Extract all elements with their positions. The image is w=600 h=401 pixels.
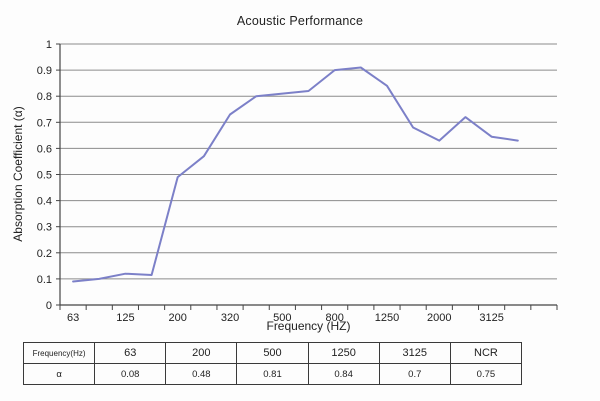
y-tick-label: 0.8 xyxy=(37,91,52,103)
y-tick-label: 0.7 xyxy=(37,117,52,129)
table-header-cell-63: 63 xyxy=(94,342,167,364)
table-alpha-cell-63: 0.08 xyxy=(94,363,167,385)
x-tick-label: 3125 xyxy=(479,312,503,324)
data-table: Frequency(Hz) 63 200 500 1250 3125 NCR α… xyxy=(22,342,523,385)
y-tick-label: 1 xyxy=(46,39,52,51)
y-tick-label: 0.2 xyxy=(37,248,52,260)
x-tick-label: 500 xyxy=(273,312,291,324)
x-tick-label: 63 xyxy=(67,312,79,324)
y-tick-label: 0.9 xyxy=(37,65,52,77)
table-alpha-cell-500: 0.81 xyxy=(236,363,309,385)
table-header-cell-1250: 1250 xyxy=(307,342,380,364)
axis-ticks xyxy=(56,43,558,310)
table-header-row: Frequency(Hz) 63 200 500 1250 3125 NCR xyxy=(22,342,523,364)
y-tick-labels: 0 0.1 0.2 0.3 0.4 0.5 0.6 0.7 0.8 0.9 1 xyxy=(37,39,52,312)
table-alpha-cell-200: 0.48 xyxy=(165,363,238,385)
table-header-cell-200: 200 xyxy=(165,342,238,364)
x-tick-label: 200 xyxy=(169,312,187,324)
table-alpha-cell-ncr: 0.75 xyxy=(449,363,523,385)
absorption-coefficient-line xyxy=(72,66,519,283)
x-tick-label: 800 xyxy=(325,312,343,324)
y-tick-label: 0.1 xyxy=(37,274,52,286)
y-tick-label: 0.3 xyxy=(37,222,52,234)
table-alpha-row: α 0.08 0.48 0.81 0.84 0.7 0.75 xyxy=(22,363,523,385)
x-tick-labels: 63 125 200 320 500 800 1250 2000 3125 xyxy=(67,312,504,324)
x-tick-label: 320 xyxy=(221,312,239,324)
x-tick-label: 2000 xyxy=(427,312,451,324)
y-tick-label: 0.6 xyxy=(37,143,52,155)
y-tick-label: 0.4 xyxy=(37,196,52,208)
line-chart: 0 0.1 0.2 0.3 0.4 0.5 0.6 0.7 0.8 0.9 1 63 125 200 32… xyxy=(37,39,558,324)
x-axis-label: Frequency (HZ) xyxy=(266,319,351,333)
table-header-cell-frequency: Frequency(Hz) xyxy=(22,342,96,364)
table-alpha-cell-3125: 0.7 xyxy=(378,363,451,385)
table-header-cell-500: 500 xyxy=(236,342,309,364)
x-tick-label: 125 xyxy=(116,312,134,324)
table-alpha-label: α xyxy=(22,363,96,385)
table-alpha-cell-1250: 0.84 xyxy=(307,363,380,385)
y-tick-label: 0.5 xyxy=(37,170,52,182)
chart-title: Acoustic Performance xyxy=(236,14,364,28)
gridlines xyxy=(60,43,557,280)
x-tick-label: 1250 xyxy=(375,312,399,324)
table-header-cell-ncr: NCR xyxy=(449,342,523,364)
y-tick-label: 0 xyxy=(46,300,52,312)
table-header-cell-3125: 3125 xyxy=(378,342,451,364)
